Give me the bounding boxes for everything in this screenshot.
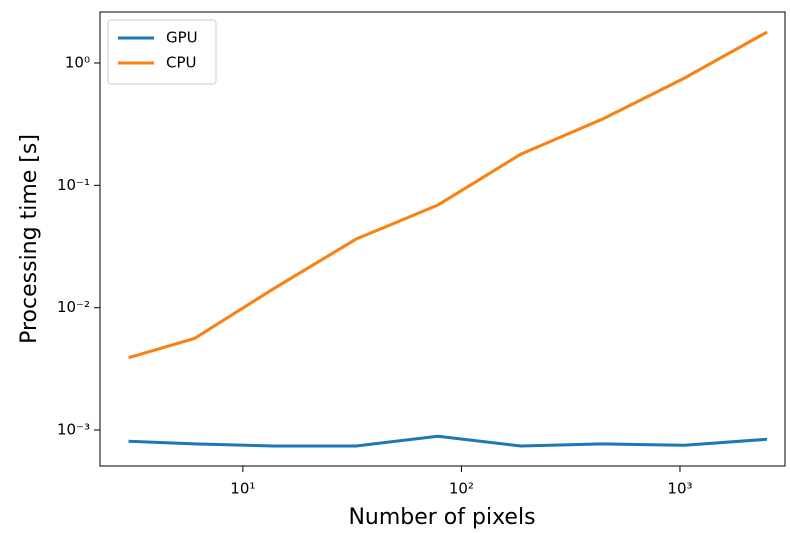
x-tick-label: 10³ [667,480,692,498]
x-tick-label: 10² [449,480,474,498]
series-line [128,30,768,360]
x-axis-label: Number of pixels [348,505,535,530]
y-axis-label: Processing time [s] [17,134,42,344]
series-line [128,434,768,448]
x-tick-label: 10¹ [230,480,255,498]
legend-label: GPU [166,29,198,47]
y-tick-label: 10⁰ [65,53,90,71]
y-tick-label: 10⁻² [57,298,90,316]
legend-label: CPU [166,54,197,72]
legend-box [107,19,217,85]
y-tick-label: 10⁻³ [57,421,90,439]
y-tick-label: 10⁻¹ [57,176,90,194]
plot-frame [99,11,786,467]
